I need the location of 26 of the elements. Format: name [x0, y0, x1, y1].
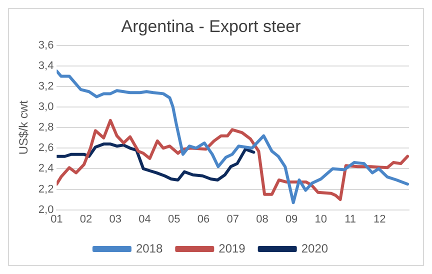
- x-tick-label: 07: [226, 213, 239, 226]
- x-tick-label: 12: [374, 213, 386, 226]
- y-tick-label: 3,0: [38, 101, 54, 114]
- chart-title: Argentina - Export steer: [121, 16, 302, 36]
- x-tick-label: 10: [314, 213, 328, 226]
- y-tick-label: 2,0: [38, 204, 54, 216]
- legend-label: 2020: [301, 241, 328, 256]
- x-tick-label: 04: [138, 213, 151, 226]
- y-tick-label: 3,2: [38, 80, 54, 93]
- y-axis-title: US$/k cwt: [16, 100, 31, 155]
- y-tick-label: 2,2: [38, 183, 54, 196]
- x-tick-label: 01: [50, 213, 63, 226]
- x-tick-label: 03: [109, 213, 122, 226]
- x-tick-label: 08: [256, 213, 268, 226]
- y-tick-label: 2,8: [38, 122, 54, 134]
- x-tick-label: 05: [168, 213, 180, 226]
- legend-label: 2018: [136, 241, 163, 256]
- x-tick-label: 02: [80, 213, 92, 226]
- y-tick-label: 2,6: [38, 142, 54, 154]
- y-tick-label: 3,4: [38, 60, 54, 72]
- x-tick-label: 06: [197, 213, 210, 226]
- x-tick-label: 09: [285, 213, 298, 226]
- legend-label: 2019: [218, 241, 246, 256]
- x-tick-label: 11: [344, 213, 356, 226]
- y-tick-label: 3,6: [38, 39, 54, 52]
- y-tick-label: 2,4: [38, 162, 54, 175]
